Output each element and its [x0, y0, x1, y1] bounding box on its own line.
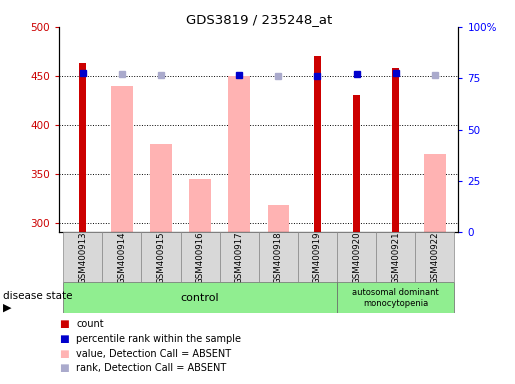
Bar: [181, 232, 220, 282]
Text: ■: ■: [59, 334, 69, 344]
Text: count: count: [76, 319, 104, 329]
Text: disease state: disease state: [3, 291, 72, 301]
Text: GSM400913: GSM400913: [78, 231, 87, 284]
Bar: [259, 232, 298, 282]
Bar: [190, 179, 211, 232]
Bar: [79, 63, 86, 232]
Bar: [353, 95, 360, 232]
Title: GDS3819 / 235248_at: GDS3819 / 235248_at: [186, 13, 332, 26]
Text: ■: ■: [59, 349, 69, 359]
Text: GSM400922: GSM400922: [431, 231, 439, 284]
Text: GSM400916: GSM400916: [196, 231, 204, 284]
Text: ■: ■: [59, 363, 69, 373]
Text: rank, Detection Call = ABSENT: rank, Detection Call = ABSENT: [76, 363, 227, 373]
Text: GSM400919: GSM400919: [313, 231, 322, 283]
Bar: [220, 232, 259, 282]
Bar: [415, 232, 454, 282]
Bar: [424, 154, 445, 232]
Text: GSM400917: GSM400917: [235, 231, 244, 284]
Bar: [337, 282, 454, 313]
Text: percentile rank within the sample: percentile rank within the sample: [76, 334, 241, 344]
Text: value, Detection Call = ABSENT: value, Detection Call = ABSENT: [76, 349, 231, 359]
Bar: [314, 56, 321, 232]
Bar: [102, 232, 142, 282]
Bar: [392, 68, 399, 232]
Bar: [142, 232, 181, 282]
Text: autosomal dominant
monocytopenia: autosomal dominant monocytopenia: [352, 288, 439, 308]
Bar: [229, 76, 250, 232]
Bar: [337, 232, 376, 282]
Bar: [376, 232, 415, 282]
Bar: [63, 232, 102, 282]
Bar: [298, 232, 337, 282]
Bar: [268, 205, 289, 232]
Text: GSM400914: GSM400914: [117, 231, 126, 284]
Text: ▶: ▶: [3, 303, 11, 313]
Text: ■: ■: [59, 319, 69, 329]
Text: GSM400918: GSM400918: [274, 231, 283, 284]
Text: control: control: [181, 293, 219, 303]
Bar: [111, 86, 132, 232]
Bar: [63, 282, 337, 313]
Text: GSM400915: GSM400915: [157, 231, 165, 284]
Text: GSM400921: GSM400921: [391, 231, 400, 284]
Text: GSM400920: GSM400920: [352, 231, 361, 284]
Bar: [150, 144, 171, 232]
